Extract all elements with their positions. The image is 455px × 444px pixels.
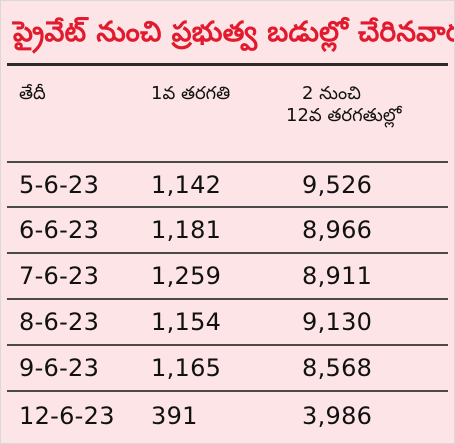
enrollment-table: తేదీ 1వ తరగతి 2 నుంచి 12వ తరగతుల్లో 5-6-… [7, 69, 448, 443]
header-class1: 1వ తరగతి [151, 83, 231, 104]
row-class1: 1,259 [151, 262, 222, 290]
table-row: 5-6-23 1,142 9,526 [7, 163, 448, 208]
row-class2-to-12: 9,526 [302, 170, 373, 199]
row-class2-to-12: 9,130 [302, 308, 373, 336]
table-row: 7-6-23 1,259 8,911 [7, 254, 448, 300]
row-class1: 1,165 [151, 354, 222, 382]
row-class1: 391 [151, 401, 198, 430]
table-row: 9-6-23 1,165 8,568 [7, 346, 448, 392]
header-class2-to-12-line2: 12వ తరగతుల్లో [286, 105, 402, 126]
row-class2-to-12: 3,986 [302, 401, 373, 430]
table-row: 8-6-23 1,154 9,130 [7, 300, 448, 346]
row-date: 5-6-23 [19, 170, 100, 199]
row-class1: 1,181 [151, 216, 222, 244]
row-date: 7-6-23 [19, 262, 100, 290]
header-class2-to-12-line1: 2 నుంచి [302, 83, 361, 104]
table-title: ప్రైవేట్ నుంచి ప్రభుత్వ బడుల్లో చేరినవార… [13, 15, 454, 48]
row-date: 6-6-23 [19, 216, 100, 244]
row-class2-to-12: 8,966 [302, 216, 373, 244]
title-divider [7, 63, 448, 66]
row-date: 9-6-23 [19, 354, 100, 382]
row-class1: 1,154 [151, 308, 222, 336]
table-header-row: తేదీ 1వ తరగతి 2 నుంచి 12వ తరగతుల్లో [7, 69, 448, 163]
row-class2-to-12: 8,568 [302, 354, 373, 382]
row-class1: 1,142 [151, 170, 222, 199]
row-date: 8-6-23 [19, 308, 100, 336]
header-class2-to-12: 2 నుంచి 12వ తరగతుల్లో [274, 69, 448, 127]
table-row: 6-6-23 1,181 8,966 [7, 208, 448, 254]
row-date: 12-6-23 [19, 401, 115, 430]
table-row: 12-6-23 391 3,986 [7, 392, 448, 439]
row-class2-to-12: 8,911 [302, 262, 373, 290]
header-date: తేదీ [19, 83, 46, 104]
